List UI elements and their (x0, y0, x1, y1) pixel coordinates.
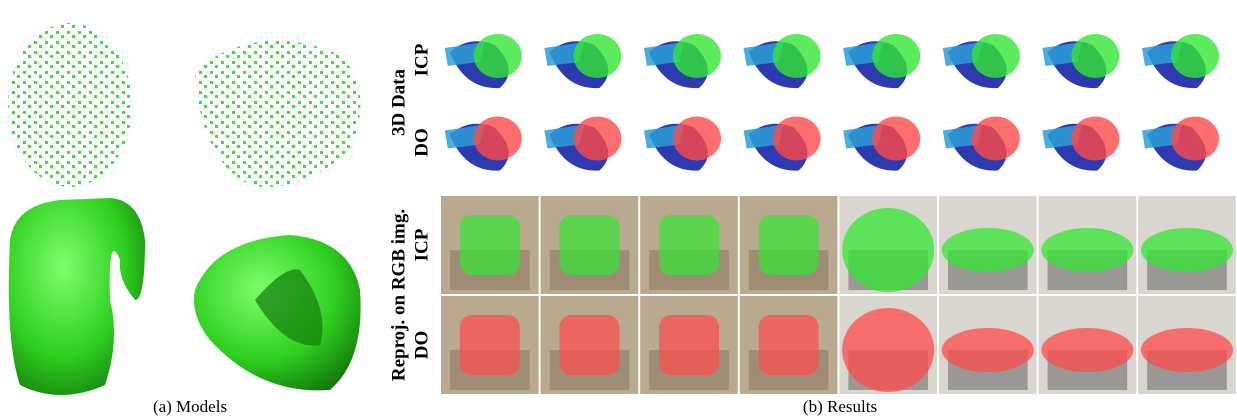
model-overlay (1071, 34, 1119, 78)
model-overlay (1071, 117, 1119, 161)
model-overlay (872, 117, 920, 161)
model-overlay (1141, 228, 1233, 272)
model-overlay (573, 34, 621, 78)
model-overlay (460, 315, 520, 375)
model-overlay (972, 34, 1020, 78)
model-overlay (842, 308, 934, 392)
model-overlay (759, 315, 819, 375)
section-label: Reproj. on RGB img. (388, 209, 409, 381)
row-label: ICP (411, 43, 432, 76)
model-overlay (474, 34, 522, 78)
caption: (a) Models (153, 397, 227, 416)
figure: (a) Models 3D DataICPDOReproj. on RGB im… (0, 0, 1237, 419)
model-overlay (872, 34, 920, 78)
row-label: ICP (411, 228, 432, 261)
model-overlay (474, 117, 522, 161)
model-overlay (573, 117, 621, 161)
model-overlay (773, 117, 821, 161)
row-label: DO (411, 331, 432, 360)
caption: (b) Results (803, 397, 877, 416)
model-overlay (842, 208, 934, 292)
row-label: DO (411, 128, 432, 157)
model-overlay (659, 315, 719, 375)
mesh-model (9, 198, 361, 395)
point-cloud (0, 15, 370, 200)
model-overlay (1171, 117, 1219, 161)
model-overlay (1041, 328, 1133, 372)
model-overlay (673, 117, 721, 161)
model-overlay (559, 315, 619, 375)
section-label: 3D Data (388, 68, 409, 136)
model-overlay (559, 215, 619, 275)
model-overlay (1041, 228, 1133, 272)
model-overlay (759, 215, 819, 275)
model-overlay (673, 34, 721, 78)
model-overlay (942, 328, 1034, 372)
model-overlay (460, 215, 520, 275)
model-overlay (1171, 34, 1219, 78)
model-overlay (1141, 328, 1233, 372)
model-overlay (773, 34, 821, 78)
model-overlay (659, 215, 719, 275)
model-overlay (972, 117, 1020, 161)
model-overlay (942, 228, 1034, 272)
